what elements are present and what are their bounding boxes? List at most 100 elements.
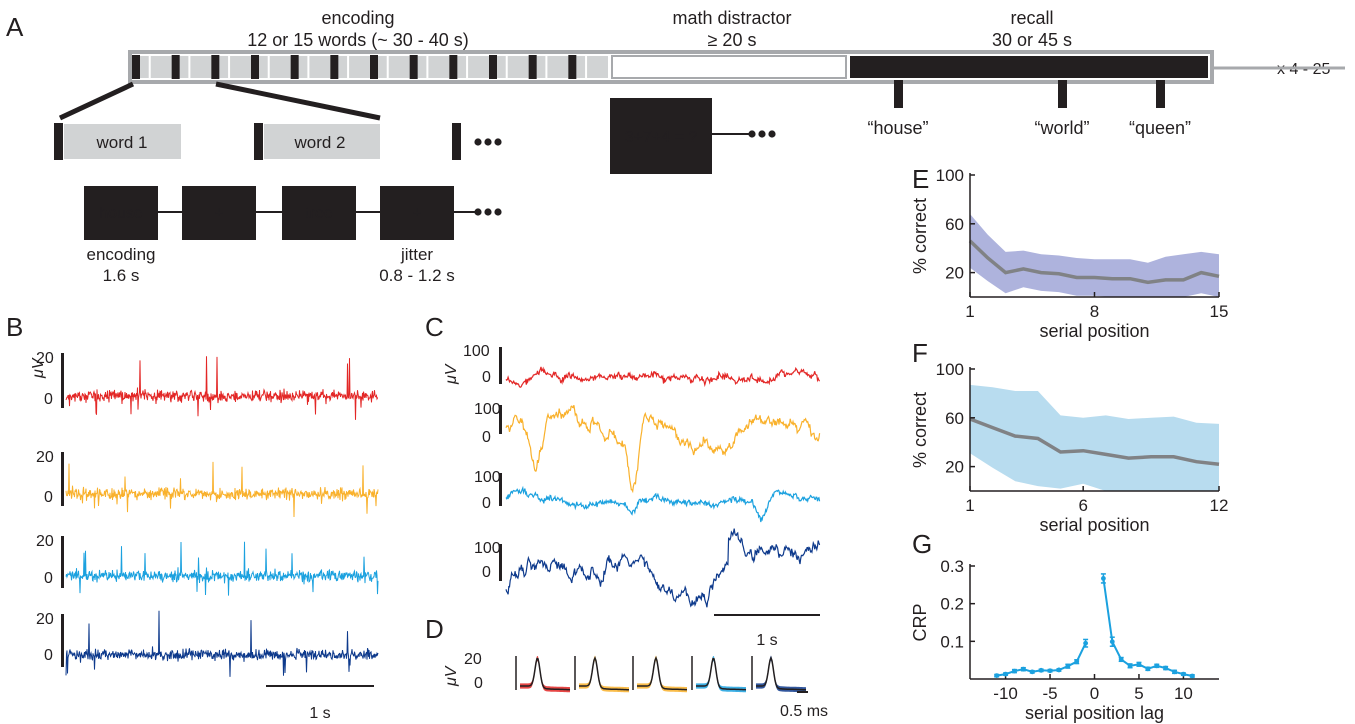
encoding-word-marker <box>132 55 140 79</box>
encoding-word-slot <box>489 56 529 78</box>
c-time-scale-label: 1 s <box>756 632 777 649</box>
c-label-100-2: 100 <box>474 401 501 418</box>
ellipsis-sequence <box>474 208 502 216</box>
b-time-scale-label: 1 s <box>309 705 330 722</box>
c-trace <box>505 528 821 608</box>
panel-c-unit: μV <box>443 363 460 385</box>
recall-tick-3 <box>1156 80 1165 108</box>
crp-point <box>1189 673 1195 679</box>
encoding-slot-divider <box>307 56 310 78</box>
word2-box <box>264 124 380 159</box>
c-label-0-2: 0 <box>482 429 491 446</box>
zoom-line-left <box>58 81 135 121</box>
c-scale-bar <box>499 544 502 581</box>
seq-word-house: house <box>99 205 143 222</box>
d-time-scale-label: 0.5 ms <box>780 703 828 720</box>
panel-b-traces <box>61 353 379 677</box>
c-scale-bar <box>499 473 502 506</box>
encoding-word-marker <box>409 55 418 79</box>
d-waveform-mean <box>696 657 747 691</box>
confidence-band <box>970 384 1219 491</box>
x-tick-label: 1 <box>965 496 974 515</box>
panel-letter-f: F <box>912 338 928 368</box>
encoding-word-slot <box>370 56 410 78</box>
crp-point <box>1181 671 1186 677</box>
crp-point <box>1083 640 1089 646</box>
panel-letter-g: G <box>912 529 932 559</box>
recall-tick-1 <box>894 80 903 108</box>
mean-line <box>968 239 1220 285</box>
panel-letter-e: E <box>912 164 929 194</box>
crp-point <box>1136 661 1142 667</box>
word1-marker <box>54 123 63 160</box>
x-axis-label: serial position <box>1039 515 1149 535</box>
recall-subtitle: 30 or 45 s <box>992 30 1072 50</box>
encoding-slot-divider <box>505 56 508 78</box>
y-axis-label: % correct <box>910 392 930 468</box>
y-tick-label: 20 <box>945 458 964 477</box>
y-tick-label: 20 <box>945 264 964 283</box>
recall-title: recall <box>1010 8 1053 28</box>
panel-d-waveforms <box>515 655 807 693</box>
encoding-slot-divider <box>148 56 151 78</box>
panel-c-traces <box>499 347 821 608</box>
y-tick-label: 0.3 <box>940 557 964 576</box>
panel-d-unit: μV <box>443 665 460 687</box>
crp-point <box>1154 663 1160 669</box>
encoding-word-slot <box>171 56 212 78</box>
encoding-word-marker <box>568 55 577 79</box>
encoding-word-slot <box>211 56 251 78</box>
b-label-20-2: 20 <box>36 449 54 466</box>
encoding-word-marker <box>489 55 497 79</box>
crp-point <box>1029 669 1035 675</box>
encoding-word-slot <box>528 56 569 78</box>
crp-point <box>1118 657 1124 662</box>
b-label-0-1: 0 <box>44 391 53 408</box>
d-waveform-band <box>520 656 570 693</box>
seq-fixation-1: + <box>214 205 223 222</box>
b-label-0-2: 0 <box>44 489 53 506</box>
encoding-word-slot <box>290 56 331 78</box>
word3-marker <box>452 123 461 160</box>
b-trace <box>65 541 379 596</box>
encoding-duration: 1.6 s <box>103 266 140 285</box>
encoding-word-marker <box>290 55 299 79</box>
c-label-0-4: 0 <box>482 564 491 581</box>
crp-point <box>1056 667 1062 673</box>
encoding-slot-divider <box>426 56 429 78</box>
mean-line <box>969 417 1220 466</box>
d-waveform-mean <box>520 657 571 691</box>
c-trace <box>505 485 821 523</box>
y-axis-label: CRP <box>910 603 930 641</box>
c-trace <box>505 366 821 388</box>
math-title: math distractor <box>672 8 791 28</box>
d-waveform-band <box>756 655 806 693</box>
distractor-segment <box>611 55 847 79</box>
recalled-word-3: “queen” <box>1129 118 1191 138</box>
seq-box-house <box>84 186 158 240</box>
b-label-0-3: 0 <box>44 570 53 587</box>
encoding-word-marker <box>330 55 339 79</box>
d-waveform-band <box>579 655 629 693</box>
encoding-word-marker <box>370 55 378 79</box>
b-scale-bar <box>61 536 64 588</box>
panel-letter-d: D <box>425 614 444 644</box>
encoding-word-marker <box>251 55 259 79</box>
chart-e-serial-position: 20 60 100 1 8 15 serial position % correct <box>910 166 1228 341</box>
crp-point <box>1172 669 1177 675</box>
encoding-slot-divider <box>466 56 469 78</box>
crp-point <box>1127 663 1133 669</box>
encoding-segments <box>132 55 608 79</box>
encoding-slot-divider <box>585 56 588 78</box>
word2-label: word 2 <box>293 133 345 152</box>
encoding-word-marker <box>449 55 458 79</box>
recalled-word-2: “world” <box>1034 118 1089 138</box>
b-label-20-4: 20 <box>36 611 54 628</box>
y-tick-label: 60 <box>945 409 964 428</box>
y-tick-label: 0.2 <box>940 595 964 614</box>
c-trace <box>505 405 821 494</box>
encoding-slot-divider <box>267 56 270 78</box>
recalled-word-1: “house” <box>867 118 928 138</box>
chart-f-serial-position: 20 60 100 1 6 12 serial position % correct <box>910 360 1228 535</box>
